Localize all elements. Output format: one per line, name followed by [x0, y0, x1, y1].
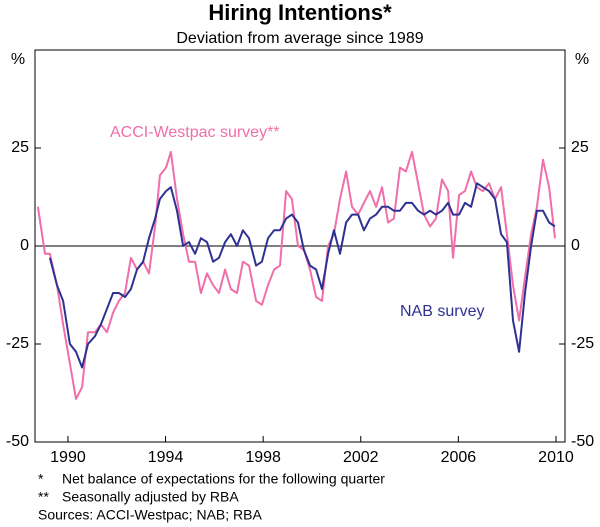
x-tick-label: 2010	[538, 449, 574, 466]
footnote-text: Net balance of expectations for the foll…	[62, 471, 385, 487]
y-tick-label: -25	[571, 335, 594, 352]
y-unit-right: %	[575, 51, 589, 68]
line-series	[48, 182, 556, 369]
y-tick-label: -25	[6, 335, 29, 352]
footnote-symbol: **	[38, 489, 49, 505]
x-tick-label: 1998	[245, 449, 281, 466]
chart-title: Hiring Intentions*	[208, 0, 392, 25]
y-tick-label: 0	[571, 237, 580, 254]
series-label: NAB survey	[400, 303, 484, 320]
chart-subtitle: Deviation from average since 1989	[176, 30, 423, 47]
y-tick-label: -50	[6, 433, 29, 450]
x-tick-label: 1994	[148, 449, 184, 466]
series-label: ACCI-Westpac survey**	[110, 124, 280, 141]
line-series	[36, 150, 556, 400]
x-tick-label: 2002	[343, 449, 379, 466]
y-tick-label: 25	[571, 139, 589, 156]
footnote-symbol: *	[38, 471, 44, 487]
y-tick-label: -50	[571, 433, 594, 450]
x-tick-label: 2006	[441, 449, 477, 466]
y-tick-label: 0	[20, 237, 29, 254]
sources: Sources: ACCI-Westpac; NAB; RBA	[38, 507, 262, 523]
y-tick-label: 25	[11, 139, 29, 156]
x-tick-label: 1990	[50, 449, 86, 466]
y-unit-left: %	[11, 51, 25, 68]
footnote-text: Seasonally adjusted by RBA	[62, 489, 239, 505]
